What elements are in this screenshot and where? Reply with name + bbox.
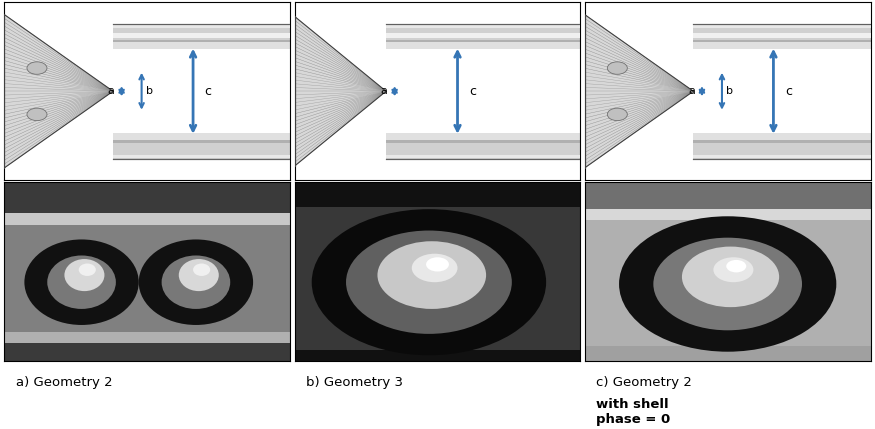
Bar: [693, 33, 871, 38]
Text: c: c: [785, 85, 792, 98]
Polygon shape: [4, 15, 113, 168]
Text: b: b: [146, 86, 153, 96]
Bar: [113, 39, 290, 42]
Bar: [584, 346, 871, 361]
Ellipse shape: [79, 263, 96, 276]
Ellipse shape: [193, 263, 210, 276]
Bar: [584, 209, 871, 220]
Bar: [693, 133, 871, 140]
Bar: [386, 39, 580, 42]
Text: c: c: [469, 85, 476, 98]
Bar: [693, 42, 871, 49]
Ellipse shape: [65, 259, 104, 291]
Polygon shape: [584, 15, 693, 168]
Ellipse shape: [162, 256, 230, 309]
Bar: [295, 207, 580, 350]
Ellipse shape: [726, 260, 746, 272]
Bar: [693, 140, 871, 143]
Circle shape: [27, 62, 47, 74]
Ellipse shape: [619, 216, 836, 352]
Bar: [386, 49, 580, 133]
Bar: [386, 140, 580, 143]
Bar: [386, 24, 580, 39]
Text: a: a: [688, 86, 695, 96]
Ellipse shape: [654, 238, 802, 330]
Circle shape: [607, 108, 627, 121]
Bar: [386, 42, 580, 49]
Bar: [113, 143, 290, 159]
Bar: [386, 143, 580, 159]
Bar: [693, 24, 871, 39]
Ellipse shape: [312, 209, 546, 355]
Bar: [113, 49, 290, 133]
Bar: [295, 350, 580, 361]
Ellipse shape: [346, 230, 512, 334]
Bar: [693, 155, 871, 158]
Text: c: c: [205, 85, 212, 98]
Text: b) Geometry 3: b) Geometry 3: [306, 375, 403, 389]
Bar: [693, 49, 871, 133]
Text: a) Geometry 2: a) Geometry 2: [16, 375, 112, 389]
Circle shape: [27, 108, 47, 121]
Text: b: b: [726, 86, 733, 96]
Ellipse shape: [24, 239, 139, 325]
Text: a: a: [108, 86, 115, 96]
Bar: [4, 213, 290, 225]
Bar: [386, 133, 580, 140]
Ellipse shape: [412, 254, 458, 282]
Bar: [4, 182, 290, 213]
Ellipse shape: [139, 239, 253, 325]
Bar: [113, 42, 290, 49]
Text: c) Geometry 2: c) Geometry 2: [596, 375, 696, 389]
Ellipse shape: [682, 247, 779, 307]
Bar: [295, 182, 580, 207]
Bar: [113, 133, 290, 140]
Bar: [693, 143, 871, 159]
Bar: [386, 33, 580, 38]
Bar: [4, 343, 290, 361]
Text: a: a: [381, 86, 388, 96]
Bar: [4, 332, 290, 343]
Polygon shape: [295, 16, 386, 166]
Bar: [113, 140, 290, 143]
Text: with shell
phase = 0: with shell phase = 0: [596, 398, 670, 426]
Ellipse shape: [47, 256, 116, 309]
Bar: [113, 24, 290, 39]
Ellipse shape: [377, 241, 487, 309]
Bar: [693, 24, 871, 28]
Bar: [386, 155, 580, 158]
Ellipse shape: [178, 259, 219, 291]
Ellipse shape: [426, 257, 449, 272]
Bar: [693, 39, 871, 42]
Bar: [584, 182, 871, 209]
Bar: [386, 24, 580, 28]
Bar: [113, 33, 290, 38]
Bar: [113, 24, 290, 28]
Ellipse shape: [713, 257, 753, 282]
Bar: [113, 155, 290, 158]
Circle shape: [607, 62, 627, 74]
